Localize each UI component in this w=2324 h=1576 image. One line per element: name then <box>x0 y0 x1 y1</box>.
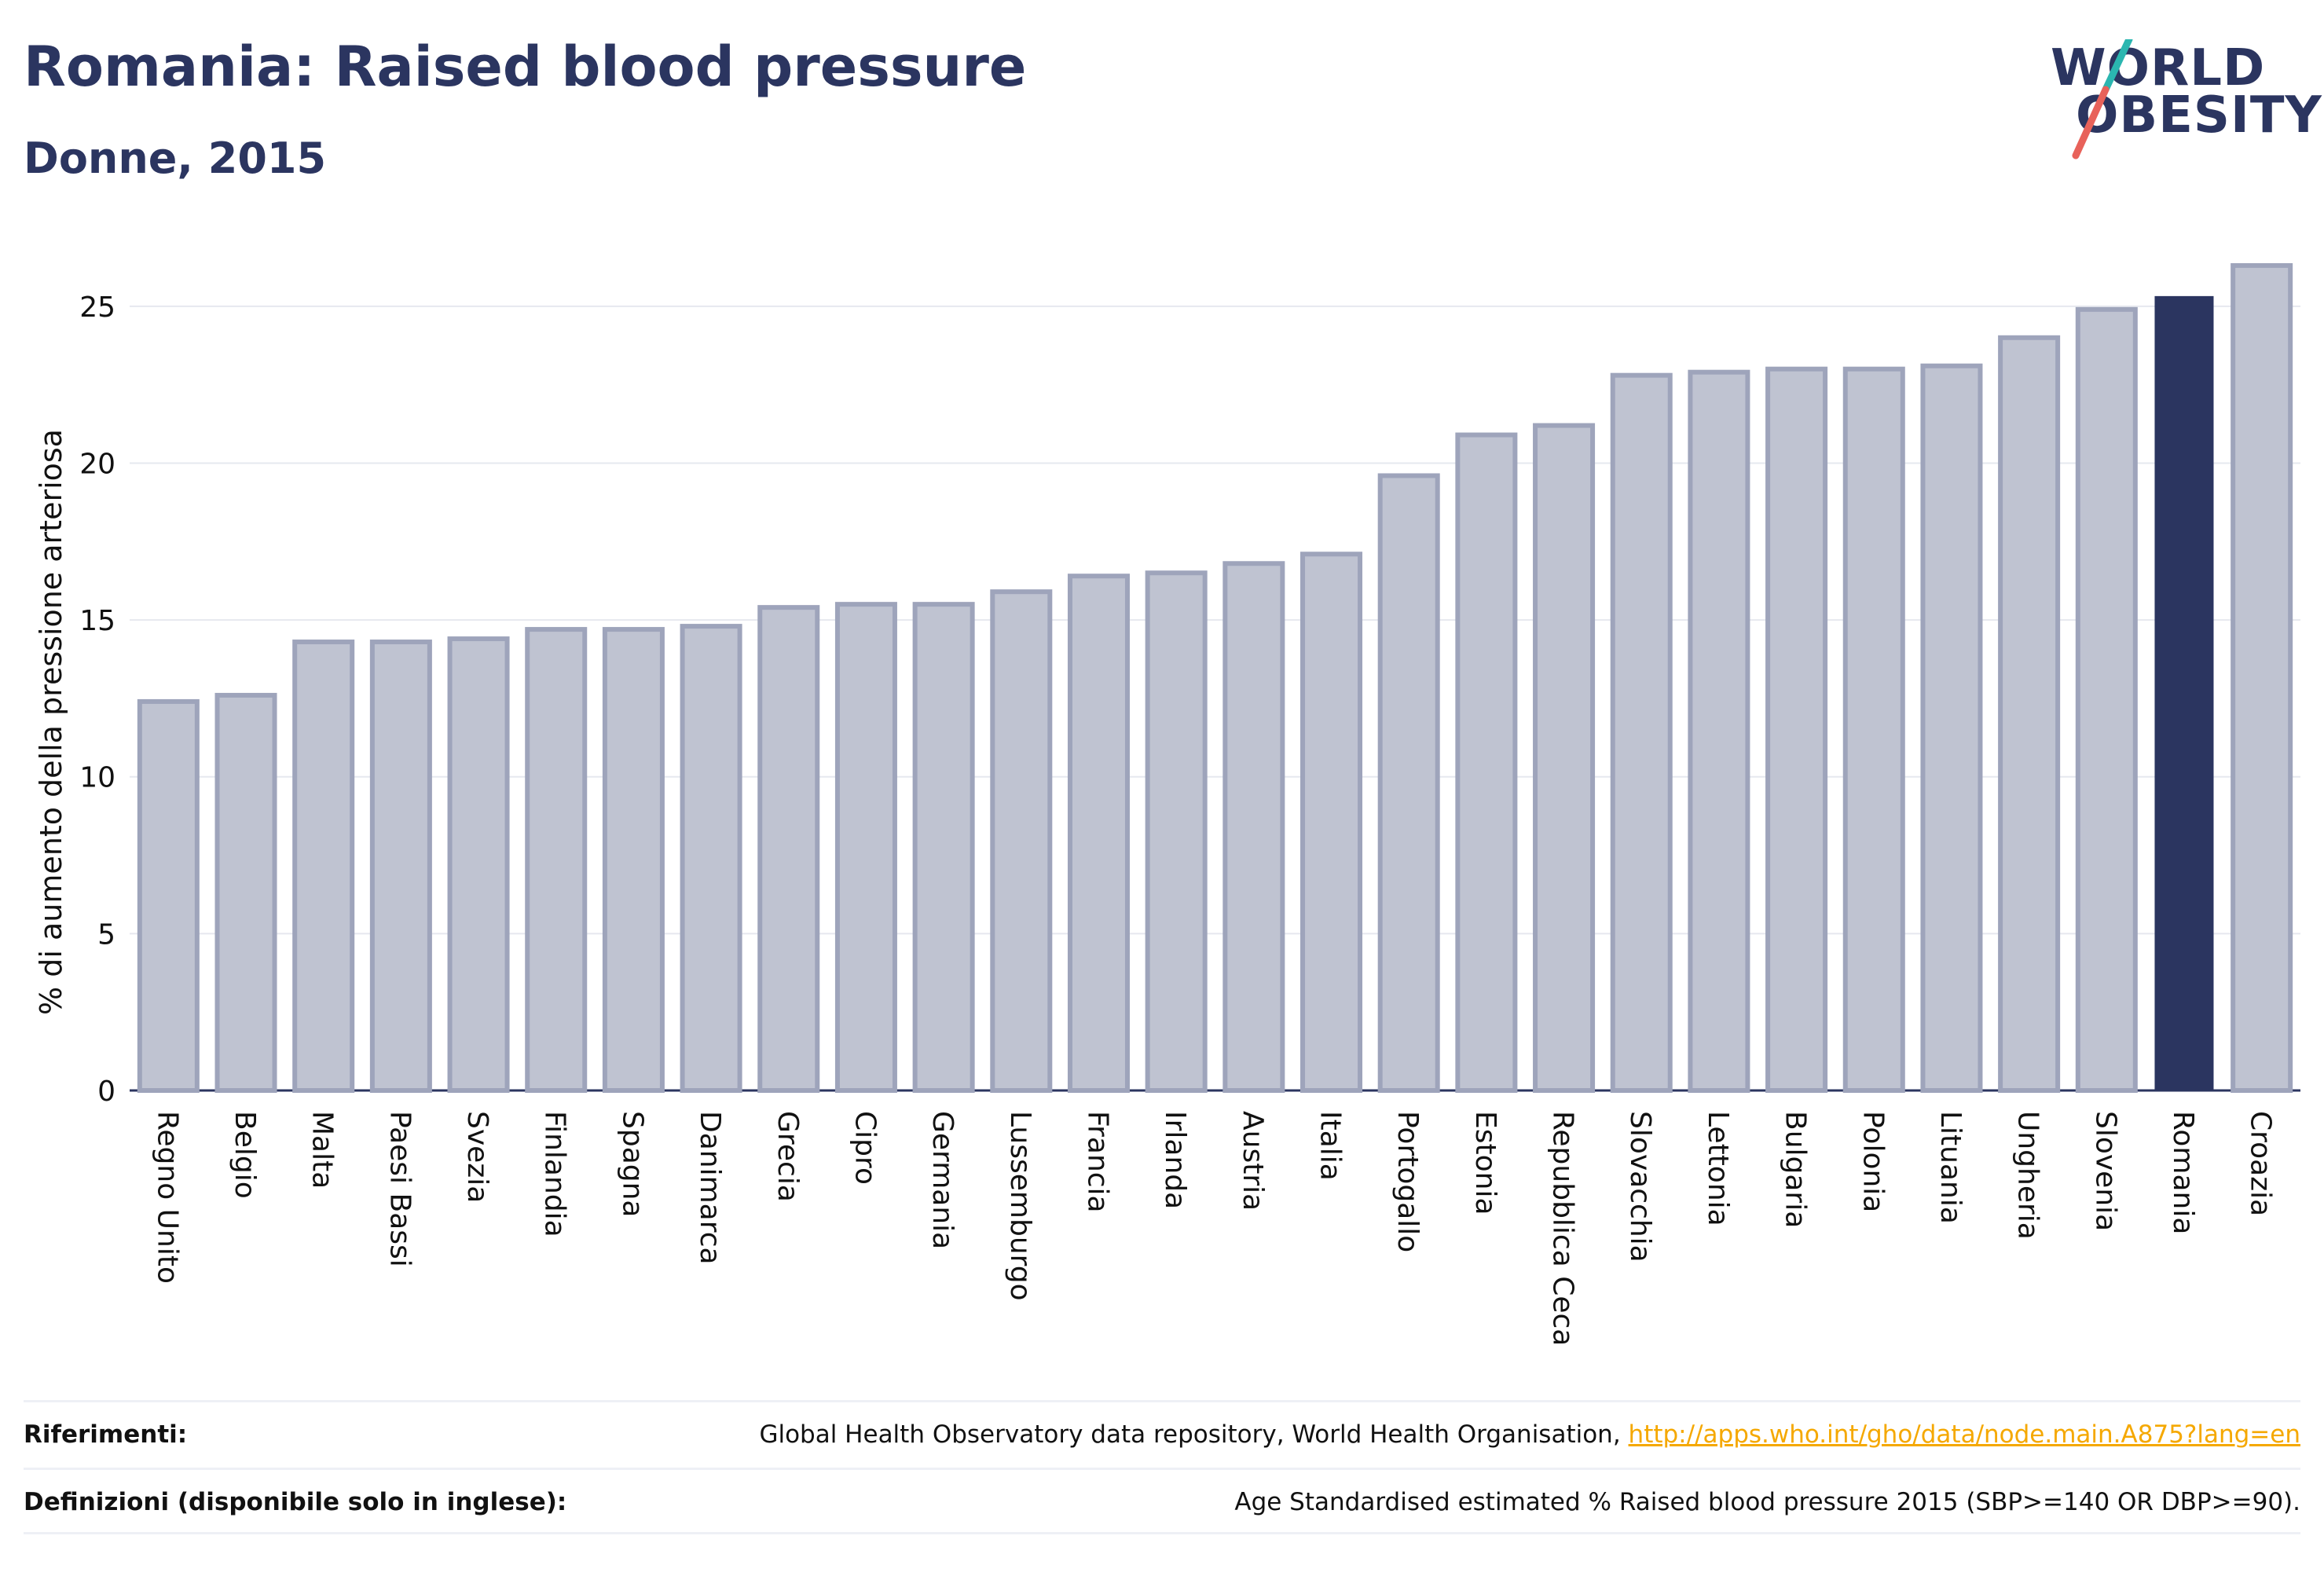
bar <box>990 589 1053 1093</box>
bar <box>2075 306 2138 1094</box>
x-tick-label: Grecia <box>772 1111 804 1202</box>
bar <box>137 698 200 1093</box>
x-tick-label: Estonia <box>1469 1111 1501 1215</box>
definitions-label: Definizioni (disponibile solo in inglese… <box>24 1488 567 1516</box>
bar <box>214 692 277 1094</box>
logo-line-2: OBESITY <box>2076 86 2322 145</box>
references-row: Riferimenti: Global Health Observatory d… <box>24 1403 2300 1466</box>
x-tick-label: Malta <box>306 1111 339 1189</box>
bar <box>2231 262 2293 1094</box>
x-tick-label: Austria <box>1237 1111 1269 1211</box>
page-subtitle: Donne, 2015 <box>24 134 327 183</box>
bar <box>1765 366 1828 1094</box>
logo-slash-icon <box>2072 39 2133 159</box>
y-tick-label: 25 <box>79 291 115 324</box>
x-tick-label: Belgio <box>229 1111 261 1199</box>
bar <box>1067 574 1130 1093</box>
x-tick-label: Finlandia <box>539 1111 571 1237</box>
bar <box>1377 473 1440 1093</box>
bar-chart: 0 5 10 15 20 25 Regno Unito Belgio Malta Paesi B… <box>34 262 2300 1346</box>
x-tick-label: Polonia <box>1857 1111 1889 1212</box>
x-tick-label: Spagna <box>616 1111 648 1218</box>
x-tick-label: Lettonia <box>1702 1111 1734 1226</box>
references-label: Riferimenti: <box>24 1420 188 1449</box>
page-title: Romania: Raised blood pressure <box>24 35 1027 99</box>
x-axis-ticks: Regno Unito Belgio Malta Paesi Bassi Svezia F… <box>151 1111 2276 1346</box>
chart-footer: Riferimenti: Global Health Observatory d… <box>24 1400 2300 1534</box>
x-tick-label: Cipro <box>849 1111 881 1185</box>
bar <box>1842 366 1905 1094</box>
bar <box>1610 372 1673 1093</box>
x-tick-label: Bulgaria <box>1780 1111 1812 1228</box>
x-tick-label: Slovacchia <box>1624 1111 1656 1263</box>
bar <box>680 624 742 1093</box>
bar <box>1998 335 2061 1093</box>
bar <box>1300 552 1363 1093</box>
x-tick-label: Francia <box>1081 1111 1113 1213</box>
y-tick-label: 10 <box>79 762 115 794</box>
y-axis-label: % di aumento della pressione arteriosa <box>34 429 68 1015</box>
bar <box>525 627 588 1093</box>
x-tick-label: Irlanda <box>1159 1111 1191 1209</box>
references-value: Global Health Observatory data repositor… <box>759 1420 2300 1449</box>
x-tick-label: Croazia <box>2245 1111 2277 1216</box>
bar <box>292 640 355 1093</box>
footer-divider-top <box>24 1400 2300 1402</box>
bar <box>834 602 897 1094</box>
x-tick-label: Ungheria <box>2012 1111 2044 1240</box>
bar <box>447 636 510 1093</box>
footer-divider-middle <box>24 1468 2300 1470</box>
bar <box>1222 561 1285 1093</box>
x-tick-label: Italia <box>1314 1111 1347 1181</box>
references-link[interactable]: http://apps.who.int/gho/data/node.main.A… <box>1628 1420 2300 1449</box>
bar <box>757 605 820 1093</box>
footer-divider-bottom <box>24 1532 2300 1534</box>
x-tick-label: Slovenia <box>2089 1111 2121 1231</box>
bar <box>1145 570 1208 1093</box>
bar <box>912 602 975 1094</box>
bar <box>1920 363 1983 1093</box>
x-tick-label: Paesi Bassi <box>383 1111 416 1267</box>
logo-line-1: WORLD <box>2051 39 2266 97</box>
x-tick-label: Lituania <box>1934 1111 1967 1224</box>
bar <box>1688 369 1750 1093</box>
x-tick-label: Danimarca <box>694 1111 726 1265</box>
x-tick-label: Lussemburgo <box>1004 1111 1036 1301</box>
y-axis-ticks: 0 5 10 15 20 25 <box>79 291 115 1108</box>
x-tick-label: Repubblica Ceca <box>1547 1111 1579 1346</box>
bar <box>1533 423 1596 1093</box>
bar <box>602 627 665 1093</box>
bar <box>1455 432 1518 1093</box>
y-tick-label: 20 <box>79 448 115 480</box>
world-obesity-logo: WORLD OBESITY <box>2051 39 2322 165</box>
bar-highlight <box>2154 295 2214 1091</box>
x-tick-label: Regno Unito <box>151 1111 183 1284</box>
bars <box>137 262 2293 1094</box>
y-tick-label: 5 <box>97 918 115 951</box>
definitions-value: Age Standardised estimated % Raised bloo… <box>1234 1488 2300 1516</box>
x-tick-label: Svezia <box>461 1111 493 1203</box>
x-tick-label: Portogallo <box>1391 1111 1424 1252</box>
x-tick-label: Romania <box>2167 1111 2199 1234</box>
y-tick-label: 15 <box>79 605 115 637</box>
y-tick-label: 0 <box>97 1076 115 1108</box>
definitions-row: Definizioni (disponibile solo in inglese… <box>24 1471 2300 1534</box>
references-text: Global Health Observatory data repositor… <box>759 1420 1629 1449</box>
x-tick-label: Germania <box>926 1111 959 1249</box>
bar <box>369 640 432 1093</box>
